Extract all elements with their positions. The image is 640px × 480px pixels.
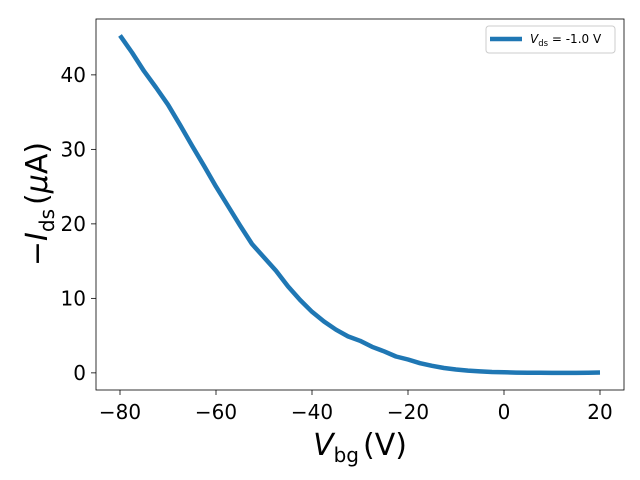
x-tick-label: −80 xyxy=(99,400,141,424)
legend-box xyxy=(485,25,616,54)
legend-label: Vds = -1.0 V xyxy=(530,32,602,49)
x-tick-label: −20 xyxy=(387,400,429,424)
legend: Vds = -1.0 V xyxy=(485,25,616,54)
x-ticks: −80 −60 −40 −20 0 20 xyxy=(99,390,613,424)
line-layer xyxy=(118,34,601,376)
y-ticks: 0 10 20 30 40 xyxy=(61,63,96,385)
y-tick-label: 40 xyxy=(61,63,86,87)
x-tick-label: −40 xyxy=(291,400,333,424)
x-tick-label: 20 xyxy=(587,400,612,424)
y-tick-label: 20 xyxy=(61,212,86,236)
y-tick-label: 0 xyxy=(73,361,86,385)
y-tick-label: 30 xyxy=(61,137,86,161)
x-tick-label: −60 xyxy=(195,400,237,424)
y-axis-label: −Ids(μA) xyxy=(20,142,59,266)
y-tick-label: 10 xyxy=(61,286,86,310)
series-line-0 xyxy=(118,34,601,376)
plot-frame xyxy=(95,18,625,391)
x-axis-label: Vbg (V) xyxy=(313,428,407,467)
plot-area xyxy=(96,19,624,390)
x-tick-label: 0 xyxy=(498,400,511,424)
